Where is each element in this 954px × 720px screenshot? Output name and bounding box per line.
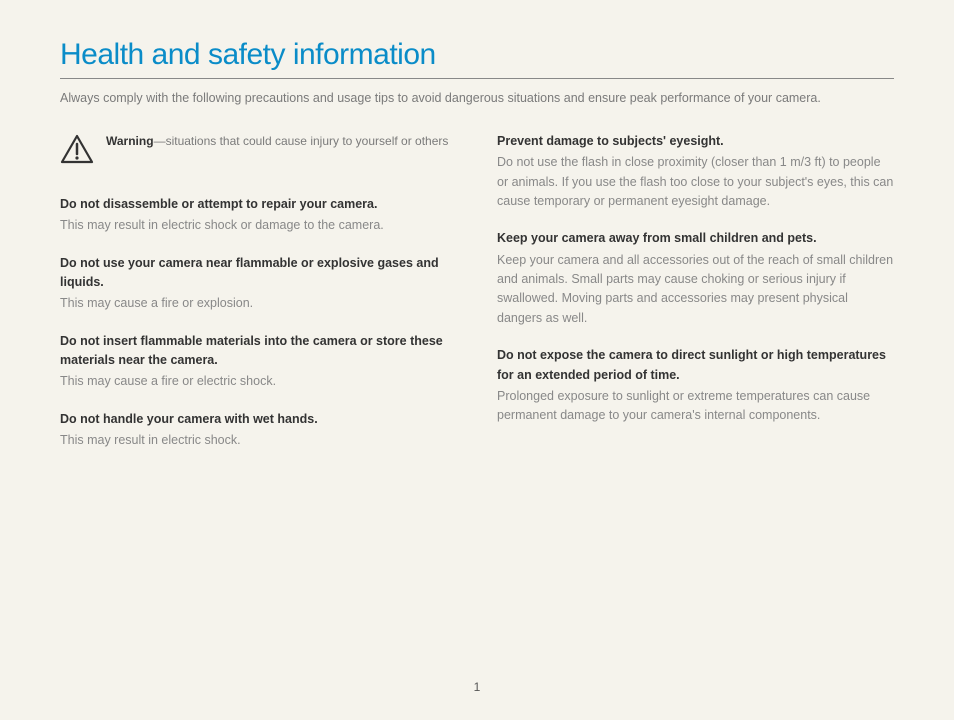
section-heading: Do not disassemble or attempt to repair … bbox=[60, 195, 457, 214]
warning-text: Warning—situations that could cause inju… bbox=[106, 132, 448, 150]
section-heading: Prevent damage to subjects' eyesight. bbox=[497, 132, 894, 151]
section-heading: Keep your camera away from small childre… bbox=[497, 229, 894, 248]
section-item: Do not handle your camera with wet hands… bbox=[60, 410, 457, 451]
warning-block: Warning—situations that could cause inju… bbox=[60, 132, 457, 169]
section-item: Prevent damage to subjects' eyesight. Do… bbox=[497, 132, 894, 212]
left-column: Warning—situations that could cause inju… bbox=[60, 132, 457, 469]
content-columns: Warning—situations that could cause inju… bbox=[60, 132, 894, 469]
section-body: Do not use the flash in close proximity … bbox=[497, 153, 894, 211]
section-body: Keep your camera and all accessories out… bbox=[497, 251, 894, 329]
section-body: Prolonged exposure to sunlight or extrem… bbox=[497, 387, 894, 426]
section-heading: Do not insert flammable materials into t… bbox=[60, 332, 457, 371]
section-heading: Do not use your camera near flammable or… bbox=[60, 254, 457, 293]
section-heading: Do not handle your camera with wet hands… bbox=[60, 410, 457, 429]
page-title: Health and safety information bbox=[60, 38, 894, 79]
section-item: Do not expose the camera to direct sunli… bbox=[497, 346, 894, 426]
warning-desc: —situations that could cause injury to y… bbox=[154, 134, 449, 148]
section-heading: Do not expose the camera to direct sunli… bbox=[497, 346, 894, 385]
section-item: Do not insert flammable materials into t… bbox=[60, 332, 457, 392]
section-item: Do not disassemble or attempt to repair … bbox=[60, 195, 457, 236]
section-body: This may result in electric shock or dam… bbox=[60, 216, 457, 235]
intro-text: Always comply with the following precaut… bbox=[60, 89, 894, 108]
section-body: This may result in electric shock. bbox=[60, 431, 457, 450]
warning-label: Warning bbox=[106, 134, 154, 148]
page-number: 1 bbox=[0, 680, 954, 694]
warning-icon bbox=[60, 134, 94, 169]
right-column: Prevent damage to subjects' eyesight. Do… bbox=[497, 132, 894, 469]
section-item: Do not use your camera near flammable or… bbox=[60, 254, 457, 314]
section-item: Keep your camera away from small childre… bbox=[497, 229, 894, 328]
section-body: This may cause a fire or explosion. bbox=[60, 294, 457, 313]
section-body: This may cause a fire or electric shock. bbox=[60, 372, 457, 391]
